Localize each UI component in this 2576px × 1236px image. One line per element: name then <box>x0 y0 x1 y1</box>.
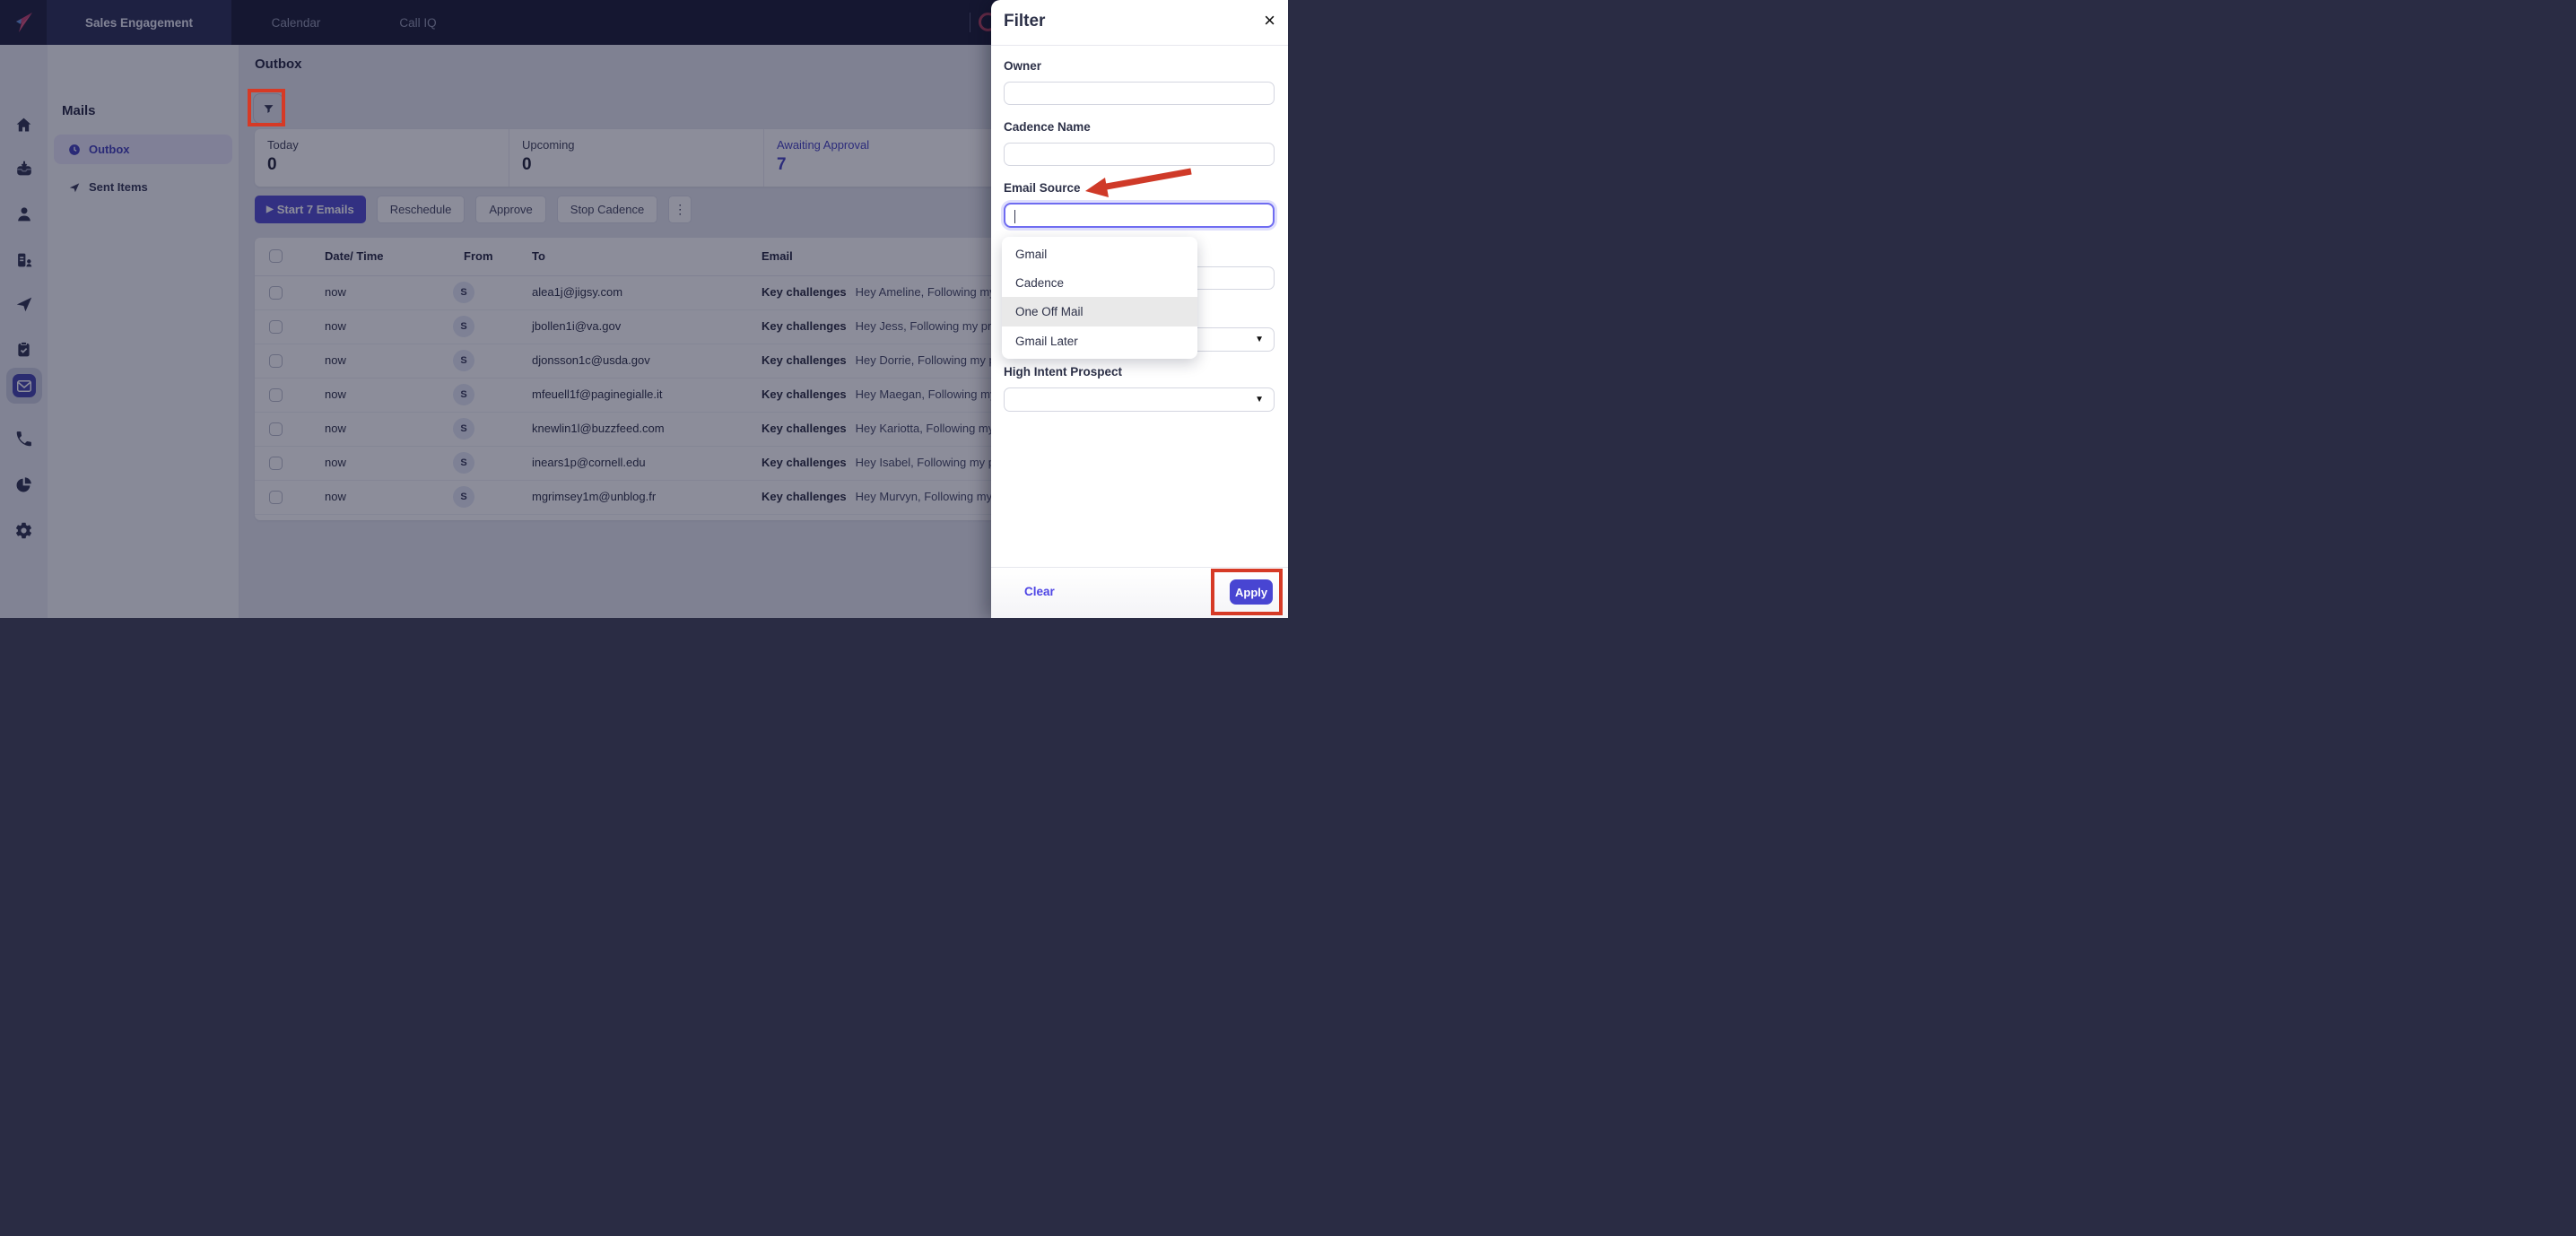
chevron-down-icon: ▼ <box>1255 395 1264 405</box>
dropdown-option-one-off-mail[interactable]: One Off Mail <box>1002 297 1197 326</box>
cadence-name-input[interactable] <box>1004 143 1275 166</box>
annotation-apply-button-highlight <box>1211 569 1283 615</box>
email-source-label: Email Source <box>1004 181 1081 195</box>
high-intent-prospect-label: High Intent Prospect <box>1004 365 1123 379</box>
cadence-name-label: Cadence Name <box>1004 120 1091 134</box>
dropdown-option-cadence[interactable]: Cadence <box>1015 275 1065 290</box>
close-icon[interactable]: × <box>1264 9 1275 31</box>
dropdown-option-gmail[interactable]: Gmail <box>1015 247 1048 261</box>
apply-button[interactable]: Apply <box>1230 579 1273 605</box>
dropdown-option-gmail-later[interactable]: Gmail Later <box>1015 334 1078 348</box>
text-cursor <box>1014 210 1015 223</box>
filter-drawer: Filter × Owner Cadence Name Email Source… <box>991 0 1288 618</box>
filter-drawer-title: Filter <box>1004 12 1046 30</box>
annotation-filter-button-highlight <box>248 89 285 126</box>
filter-drawer-footer: Clear Apply <box>991 567 1288 618</box>
chevron-down-icon: ▼ <box>1255 335 1264 344</box>
email-source-dropdown: Gmail Cadence One Off Mail Gmail Later <box>1002 237 1197 359</box>
high-intent-prospect-select[interactable]: ▼ <box>1004 387 1275 412</box>
filter-drawer-header: Filter × <box>991 0 1288 46</box>
clear-filters-link[interactable]: Clear <box>1024 585 1055 598</box>
owner-label: Owner <box>1004 59 1042 73</box>
app-window: Sales Engagement Calendar Call IQ <box>0 0 1288 618</box>
owner-input[interactable] <box>1004 82 1275 105</box>
email-source-input[interactable] <box>1004 203 1275 228</box>
